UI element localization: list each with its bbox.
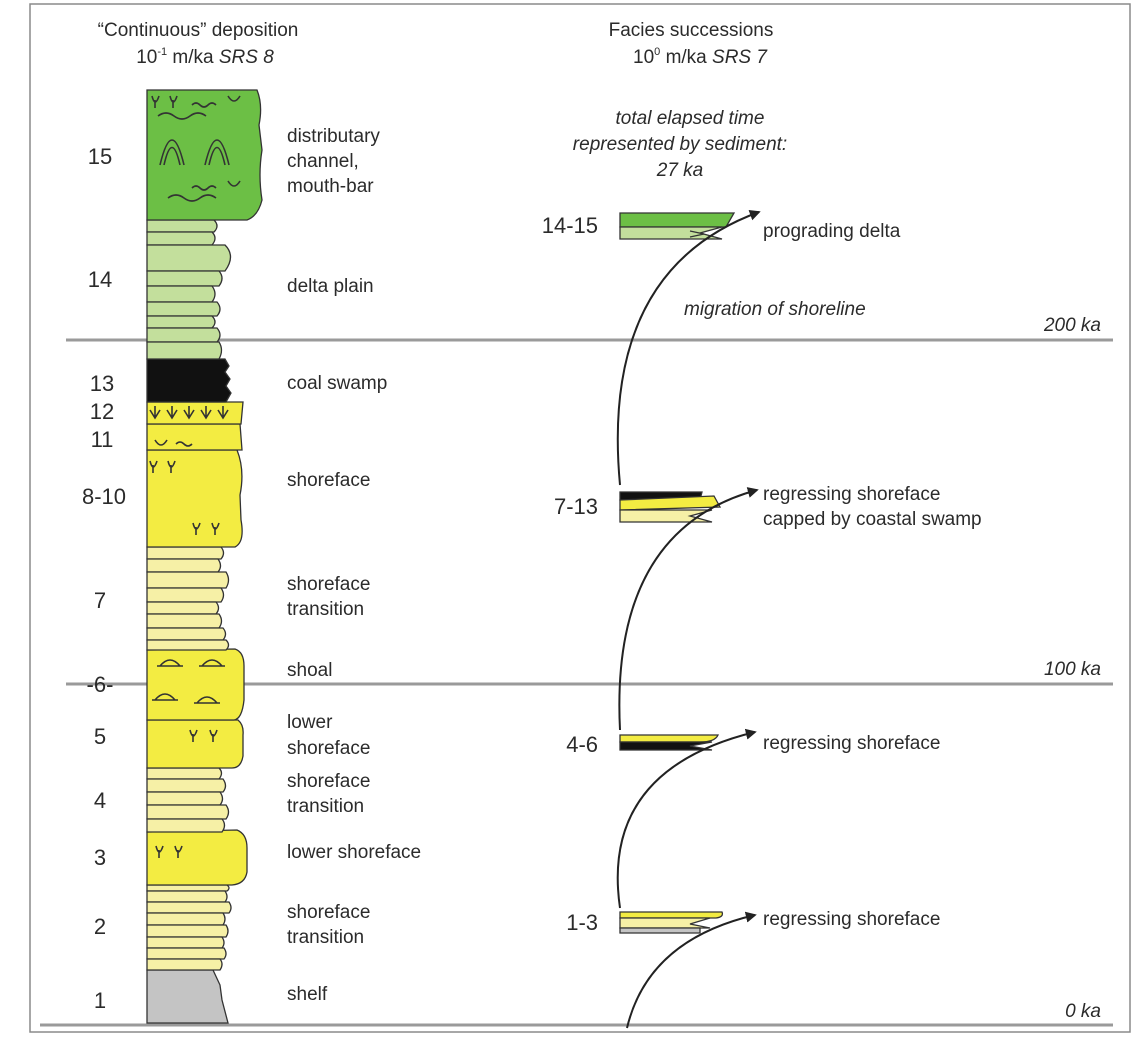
facies-label: lower [287, 712, 333, 733]
facies-labels: shelf shoreface transition lower shorefa… [287, 126, 421, 1005]
bed-unit-11 [146, 423, 243, 451]
unit-number: 15 [88, 144, 112, 169]
unit-number: 1 [94, 988, 106, 1013]
elapsed-note-line-3: 27 ka [656, 160, 703, 181]
succession-id: 14-15 [542, 213, 598, 238]
succession-id: 1-3 [566, 910, 598, 935]
unit-number: 2 [94, 914, 106, 939]
succession-1-3 [619, 911, 724, 934]
facies-label: mouth-bar [287, 176, 374, 197]
facies-label: shelf [287, 984, 328, 1005]
facies-label: lower shoreface [287, 842, 421, 863]
succession-label: regressing shoreface [763, 733, 940, 754]
bed-shoal-6 [146, 648, 245, 721]
facies-label: coal swamp [287, 373, 387, 394]
facies-label: shoreface [287, 470, 370, 491]
facies-label: distributary [287, 126, 380, 147]
column-symbols [149, 95, 241, 858]
elapsed-note-line-2: represented by sediment: [573, 134, 787, 155]
facies-label: shoal [287, 660, 332, 681]
bed-lower-shoreface-3 [146, 829, 248, 886]
unit-number: 11 [91, 427, 114, 452]
unit-number: 4 [94, 788, 106, 813]
time-label-0ka: 0 ka [1065, 1001, 1101, 1022]
unit-number: 12 [90, 399, 114, 424]
succession-id: 7-13 [554, 494, 598, 519]
right-header-rate: 100 m/ka SRS 7 [633, 46, 768, 68]
unit-number: 8-10 [82, 484, 126, 509]
cross-bed-icon [159, 139, 230, 166]
succession-label: capped by coastal swamp [763, 509, 982, 530]
succession-id: 4-6 [566, 732, 598, 757]
succession-7-13 [619, 491, 722, 523]
unit-number: 13 [90, 371, 114, 396]
left-header-rate: 10-1 m/ka SRS 8 [136, 46, 274, 68]
bed-coal-13 [146, 358, 232, 403]
facies-label: shoreface [287, 574, 370, 595]
right-header-title: Facies successions [609, 20, 774, 41]
facies-label: channel, [287, 151, 359, 172]
bed-group-delta-plain-14 [146, 219, 232, 360]
succession-label: regressing shoreface [763, 909, 940, 930]
bed-shoreface-8-10 [146, 449, 243, 548]
unit-numbers: 1 2 3 4 5 -6- 7 8-10 11 12 13 14 15 [82, 144, 126, 1013]
facies-label: transition [287, 599, 364, 620]
facies-label: shoreface [287, 738, 370, 759]
succession-14-15 [619, 212, 736, 240]
facies-label: shoreface [287, 771, 370, 792]
succession-label: regressing shoreface [763, 484, 940, 505]
unit-number: 3 [94, 845, 106, 870]
facies-label: transition [287, 796, 364, 817]
figure-frame [29, 3, 1131, 1033]
bed-unit-12-rooted [146, 401, 244, 425]
shoal-lens-icon [152, 659, 225, 704]
bed-shelf [146, 969, 229, 1024]
unit-number: -6- [87, 672, 114, 697]
facies-label: shoreface [287, 902, 370, 923]
curved-arrow-icon [616, 209, 761, 1029]
burrow-icon [149, 95, 220, 858]
time-label-100ka: 100 ka [1044, 659, 1101, 680]
unit-number: 14 [88, 267, 112, 292]
roots-icon [149, 406, 229, 420]
strat-column [146, 89, 263, 1024]
elapsed-note-line-1: total elapsed time [616, 108, 765, 129]
facies-label: delta plain [287, 276, 374, 297]
unit-number: 5 [94, 724, 106, 749]
bed-group-transition-7 [146, 546, 230, 651]
time-label-200ka: 200 ka [1043, 315, 1101, 336]
ripple-icon [157, 102, 217, 447]
succession-label: prograding delta [763, 221, 901, 242]
bed-lower-shoreface-5 [146, 719, 244, 769]
bed-group-transition-4 [146, 767, 230, 833]
migration-label: migration of shoreline [684, 299, 866, 320]
shell-icon [154, 95, 241, 446]
bed-channel-15 [146, 89, 263, 221]
left-header-title: “Continuous” deposition [98, 20, 299, 41]
facies-label: transition [287, 927, 364, 948]
unit-number: 7 [94, 588, 106, 613]
bed-group-transition-2 [146, 884, 232, 971]
succession-4-6 [619, 734, 719, 751]
